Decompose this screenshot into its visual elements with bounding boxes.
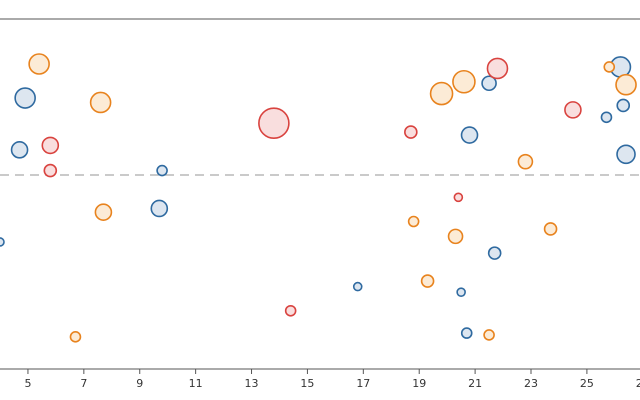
- data-point-series-1: [600, 111, 613, 124]
- x-tick-label: 25: [580, 377, 594, 390]
- data-point-series-2: [28, 53, 50, 75]
- data-point-series-2: [603, 61, 616, 73]
- data-point-series-1: [14, 87, 36, 109]
- x-tick-label: 17: [356, 377, 370, 390]
- data-point-series-1: [0, 237, 5, 247]
- data-point-series-2: [429, 81, 454, 106]
- x-axis-ticks: 5 7 9 11 13 15 17 19 21 23 25 27: [24, 369, 640, 390]
- data-points: [0, 53, 637, 343]
- data-point-series-2: [407, 215, 420, 228]
- data-point-series-3: [564, 101, 582, 119]
- data-point-series-2: [94, 203, 113, 221]
- x-tick-label: 13: [245, 377, 259, 390]
- data-point-series-3: [284, 304, 297, 317]
- data-point-series-1: [616, 98, 631, 113]
- data-point-series-1: [456, 287, 466, 297]
- data-point-series-2: [447, 228, 464, 245]
- data-point-series-3: [404, 125, 418, 139]
- data-point-series-3: [43, 163, 58, 178]
- data-point-series-3: [258, 107, 290, 139]
- x-tick-label: 21: [468, 377, 482, 390]
- data-point-series-2: [483, 329, 495, 341]
- data-point-series-2: [615, 73, 637, 96]
- data-point-series-1: [460, 327, 473, 339]
- data-point-series-1: [352, 281, 363, 292]
- data-point-series-2: [420, 274, 435, 288]
- x-tick-label: 11: [189, 377, 203, 390]
- x-tick-label: 27: [636, 377, 640, 390]
- plot-frame: [0, 18, 640, 370]
- x-tick-label: 23: [524, 377, 538, 390]
- data-point-series-1: [10, 141, 29, 159]
- data-point-series-1: [156, 164, 168, 177]
- data-point-series-2: [517, 153, 534, 170]
- data-point-series-1: [460, 126, 479, 144]
- x-tick-label: 9: [136, 377, 143, 390]
- data-point-series-3: [453, 192, 464, 203]
- x-tick-label: 19: [412, 377, 426, 390]
- data-point-series-3: [41, 136, 60, 155]
- data-point-series-1: [487, 246, 502, 260]
- data-point-series-1: [150, 199, 169, 218]
- x-tick-label: 7: [80, 377, 87, 390]
- x-tick-label: 15: [300, 377, 314, 390]
- data-point-series-2: [452, 69, 476, 94]
- x-tick-label: 5: [24, 377, 31, 390]
- data-point-series-2: [543, 222, 558, 236]
- data-point-series-2: [89, 91, 112, 114]
- data-point-series-3: [486, 57, 509, 80]
- data-point-series-2: [69, 331, 82, 343]
- data-point-series-1: [616, 144, 636, 165]
- data-point-series-1: [481, 75, 497, 92]
